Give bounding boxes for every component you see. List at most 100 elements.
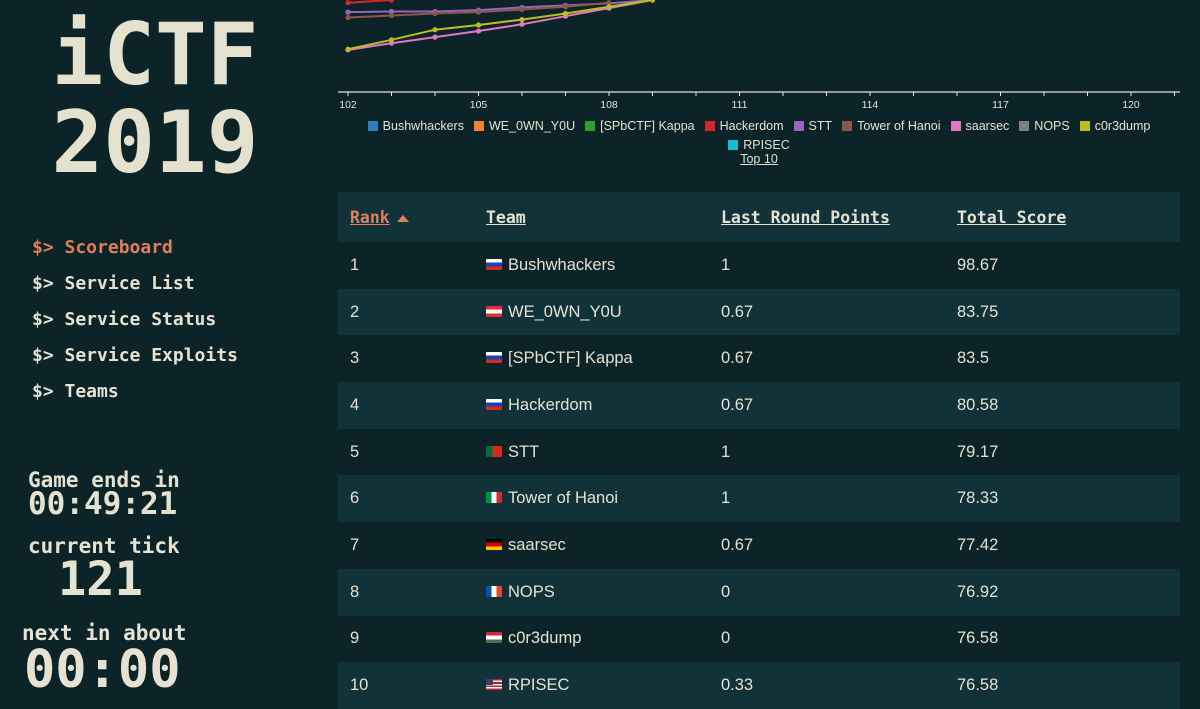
series-point[interactable]: [345, 14, 351, 21]
total-score-cell: 79.17: [957, 442, 999, 461]
series-point[interactable]: [519, 6, 525, 13]
series-point[interactable]: [475, 28, 482, 34]
rank-cell: 4: [350, 395, 360, 414]
table-row: 2 WE_0WN_Y0U 0.67 83.75: [338, 288, 1180, 336]
series-point[interactable]: [519, 16, 525, 23]
legend-item[interactable]: RPISEC: [728, 138, 790, 152]
legend-label: Bushwhackers: [382, 119, 464, 133]
team-name: Tower of Hanoi: [508, 489, 619, 508]
legend-item[interactable]: WE_0WN_Y0U: [473, 119, 575, 133]
legend-item[interactable]: NOPS: [1019, 119, 1070, 133]
total-score-cell: 80.58: [957, 395, 999, 414]
series-point[interactable]: [432, 10, 438, 17]
x-tick-label: 105: [470, 99, 488, 111]
legend-item[interactable]: c0r3dump: [1079, 119, 1150, 133]
rank-cell: 6: [350, 489, 360, 508]
team-column-header[interactable]: Team: [486, 207, 526, 227]
series-point[interactable]: [388, 37, 395, 43]
x-tick-label: 117: [992, 99, 1009, 111]
series-point[interactable]: [475, 9, 482, 15]
table-row: 8 NOPS 0 76.92: [338, 568, 1180, 616]
rank-cell: 2: [350, 302, 360, 321]
series-line: [347, 0, 392, 4]
team-name: STT: [508, 442, 540, 461]
table-row: 4 Hackerdom 0.67 80.58: [338, 382, 1180, 429]
rank-cell: 8: [350, 582, 360, 601]
flag-at-icon: [486, 305, 502, 317]
rank-column-header[interactable]: Rank: [338, 192, 474, 242]
legend-label: saarsec: [965, 119, 1010, 133]
current-tick-label: current tick: [28, 534, 180, 558]
legend-swatch: [793, 121, 804, 131]
legend-label: Tower of Hanoi: [857, 119, 941, 133]
nav-scoreboard[interactable]: $> Scoreboard: [32, 237, 173, 258]
series-point[interactable]: [606, 4, 612, 10]
flag-fr-icon: [486, 585, 502, 597]
chart-legend: Bushwhackers WE_0WN_Y0U [SPbCTF] Kappa Hack…: [338, 119, 1180, 152]
team-name: c0r3dump: [508, 629, 582, 648]
legend-item[interactable]: saarsec: [950, 119, 1010, 133]
nav-service-list[interactable]: $> Service List: [32, 273, 195, 294]
series-point[interactable]: [388, 8, 395, 15]
x-tick-label: 120: [1122, 99, 1140, 111]
last-round-points-cell: 0.67: [721, 395, 754, 414]
series-point[interactable]: [432, 34, 438, 40]
next-tick-label: next in about: [22, 621, 187, 645]
legend-item[interactable]: Hackerdom: [704, 119, 784, 133]
series-point[interactable]: [388, 12, 395, 19]
legend-swatch: [842, 121, 853, 131]
x-tick-label: 111: [732, 99, 748, 111]
table-row: 1 Bushwhackers 1 98.67: [338, 242, 1180, 289]
legend-item[interactable]: Tower of Hanoi: [842, 119, 941, 133]
rank-cell: 3: [350, 349, 360, 368]
series-point[interactable]: [345, 0, 351, 6]
series-point[interactable]: [432, 27, 438, 33]
x-tick-label: 114: [862, 99, 879, 111]
last-round-points-column-header[interactable]: Last Round Points: [721, 207, 890, 227]
total-score-column-header[interactable]: Total Score: [957, 207, 1067, 227]
flag-us-icon: [486, 679, 502, 691]
series-point[interactable]: [475, 22, 482, 28]
last-round-points-cell: 0: [721, 582, 731, 601]
total-score-cell: 77.42: [957, 535, 999, 554]
total-score-cell: 76.58: [957, 629, 999, 648]
series-point[interactable]: [606, 0, 612, 6]
team-name: Hackerdom: [508, 395, 593, 414]
top10-link[interactable]: Top 10: [740, 152, 778, 166]
series-point[interactable]: [562, 4, 569, 10]
table-row: 6 Tower of Hanoi 1 78.33: [338, 475, 1180, 523]
series-line: [347, 0, 653, 51]
series-point[interactable]: [345, 9, 351, 15]
table-row: 10 RPISEC 0.33 76.58: [338, 662, 1180, 709]
legend-label: Hackerdom: [719, 119, 784, 133]
table-row: 5 STT 1 79.17: [338, 428, 1180, 476]
team-cell: c0r3dump: [474, 616, 709, 663]
series-point[interactable]: [562, 10, 569, 17]
legend-item[interactable]: STT: [793, 119, 833, 133]
nav-service-exploits[interactable]: $> Service Exploits: [32, 345, 238, 366]
flag-ru-icon: [486, 352, 502, 364]
team-cell: WE_0WN_Y0U: [474, 289, 709, 336]
series-point[interactable]: [345, 46, 351, 52]
legend-label: NOPS: [1034, 119, 1070, 133]
legend-swatch: [1019, 121, 1030, 131]
rank-cell: 7: [350, 535, 360, 554]
legend-label: RPISEC: [743, 138, 790, 152]
flag-ru-icon: [486, 398, 502, 410]
rank-cell: 10: [350, 676, 369, 695]
team-name: RPISEC: [508, 676, 570, 695]
team-name: [SPbCTF] Kappa: [508, 349, 633, 368]
nav-teams[interactable]: $> Teams: [32, 381, 119, 402]
last-round-points-cell: 1: [721, 489, 731, 508]
last-round-points-cell: 0.67: [721, 349, 754, 368]
series-point[interactable]: [649, 0, 656, 3]
legend-label: STT: [808, 119, 833, 133]
table-row: 9 c0r3dump 0 76.58: [338, 615, 1180, 663]
legend-item[interactable]: [SPbCTF] Kappa: [585, 119, 695, 133]
series-point[interactable]: [519, 21, 525, 27]
series-point[interactable]: [388, 0, 395, 3]
legend-swatch: [585, 121, 596, 131]
nav-service-status[interactable]: $> Service Status: [32, 309, 217, 330]
next-tick-timer: 00:00: [24, 640, 181, 700]
legend-item[interactable]: Bushwhackers: [367, 119, 464, 133]
